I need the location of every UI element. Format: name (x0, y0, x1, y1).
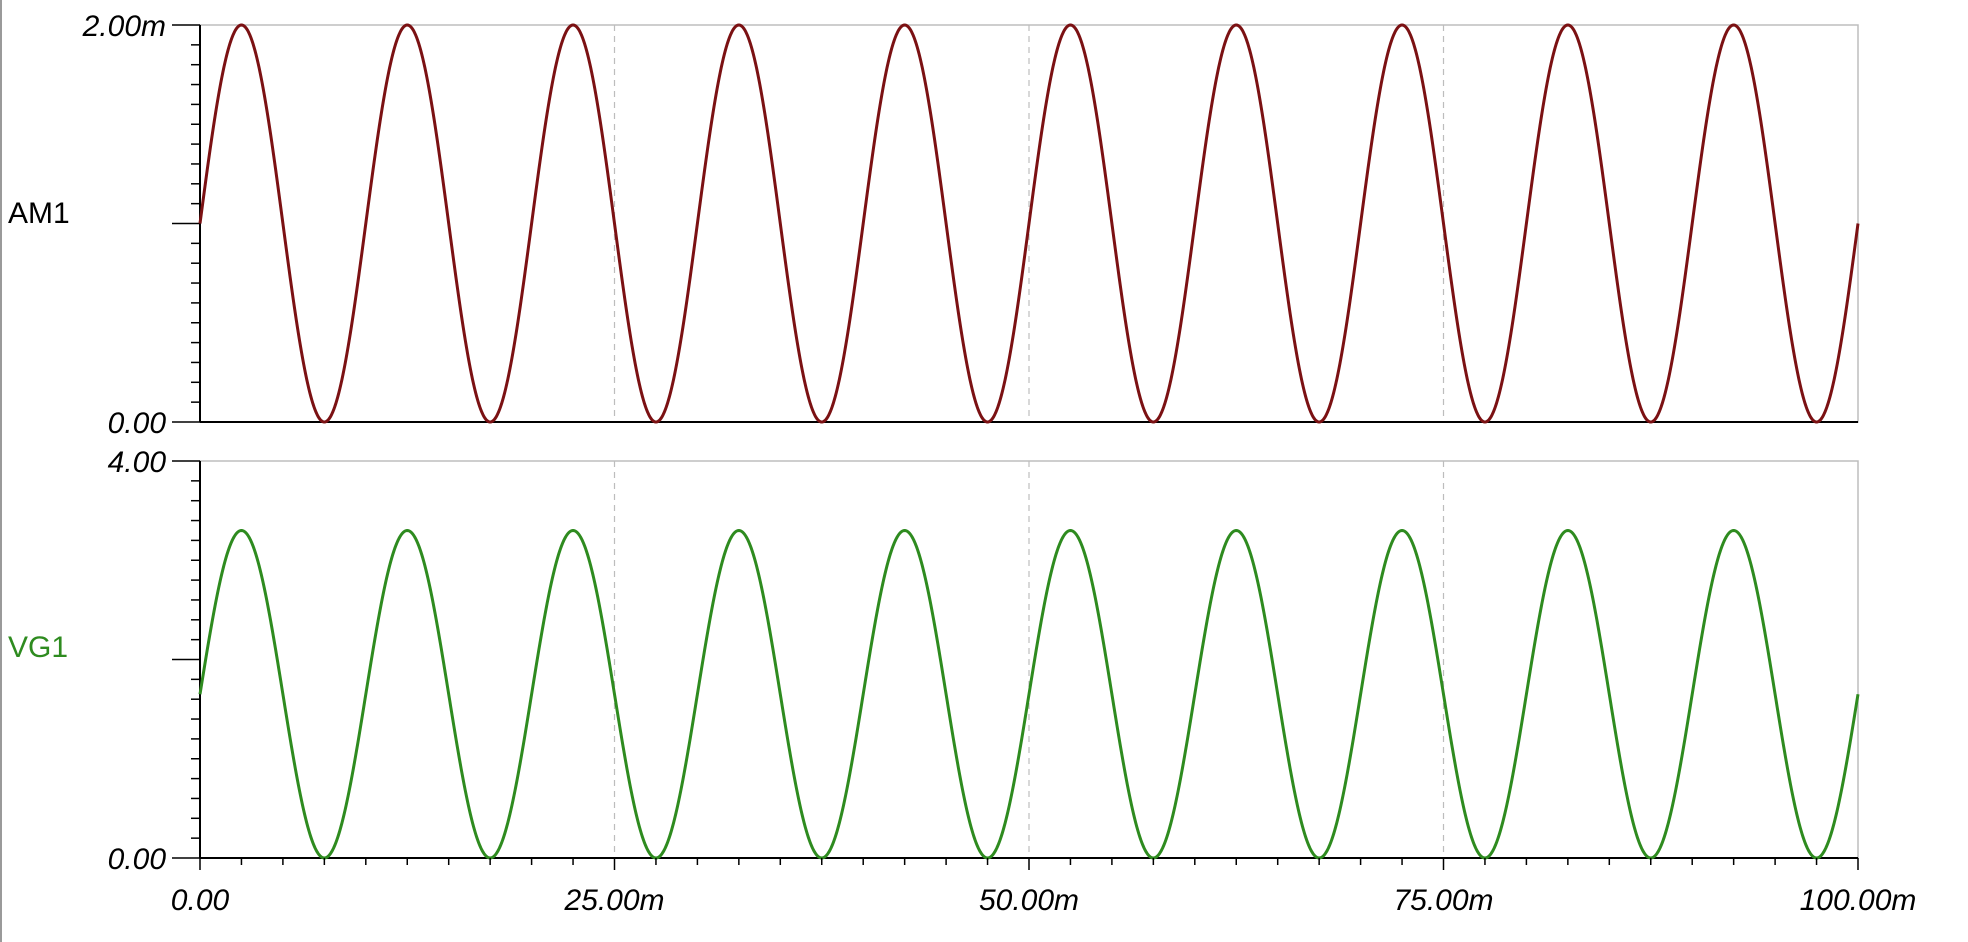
xtick-label-4: 100.00m (1800, 884, 1917, 917)
vg1-vertical-gridlines (613, 461, 1445, 858)
vg1-trace (198, 528, 1860, 860)
vg1-y-ticks (172, 460, 200, 859)
vg1-panel: 4.00 0.00 VG1 0.00 25.00m 50.00m 75.00m 100.… (8, 446, 1916, 917)
x-axis-tick-labels: 0.00 25.00m 50.00m 75.00m 100.00m (171, 884, 1917, 917)
xtick-label-3: 75.00m (1393, 884, 1493, 917)
xtick-label-1: 25.00m (563, 884, 664, 917)
x-axis-ticks (199, 858, 1859, 870)
am1-ytick-label-min: 0.00 (108, 407, 167, 440)
vg1-ytick-label-max: 4.00 (108, 446, 167, 479)
am1-y-ticks (172, 24, 200, 423)
vg1-ytick-label-min: 0.00 (108, 843, 167, 876)
am1-trace (198, 23, 1860, 424)
xtick-label-2: 50.00m (979, 884, 1079, 917)
am1-panel: 2.00m 0.00 AM1 (8, 10, 1860, 440)
vg1-series-label: VG1 (8, 631, 68, 664)
xtick-label-0: 0.00 (171, 884, 230, 917)
am1-ytick-label-max: 2.00m (82, 10, 166, 43)
am1-series-label: AM1 (8, 197, 70, 230)
